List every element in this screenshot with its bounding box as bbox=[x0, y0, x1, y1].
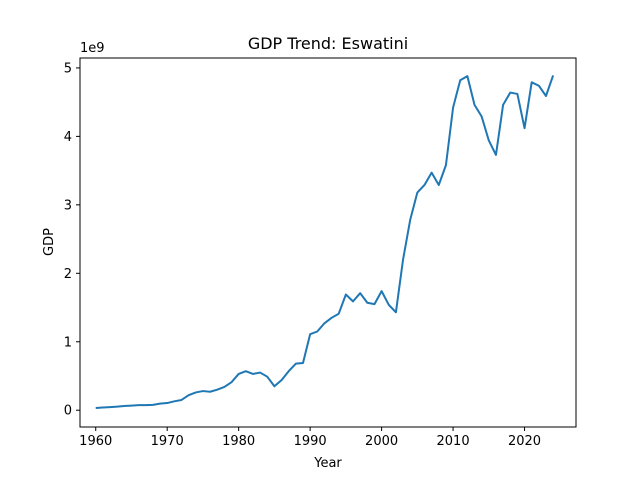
x-tick-label: 1980 bbox=[222, 434, 255, 449]
x-tick-label: 1960 bbox=[79, 434, 112, 449]
x-tick-label: 1990 bbox=[294, 434, 327, 449]
x-axis-label: Year bbox=[313, 456, 342, 471]
series-line-gdp bbox=[95, 75, 555, 409]
y-tick-label: 4 bbox=[64, 130, 72, 145]
y-tick-label: 1 bbox=[64, 335, 72, 350]
x-tick-label: 2000 bbox=[365, 434, 398, 449]
y-tick-label: 5 bbox=[64, 61, 72, 76]
y-axis-multiplier: 1e9 bbox=[80, 41, 105, 56]
x-tick-label: 1970 bbox=[151, 434, 184, 449]
y-axis-label: GDP bbox=[42, 228, 57, 256]
plot-area bbox=[80, 58, 576, 427]
y-tick-label: 2 bbox=[64, 267, 72, 282]
x-tick-label: 2020 bbox=[508, 434, 541, 449]
y-tick-label: 3 bbox=[64, 198, 72, 213]
chart-axes: 1960 1970 1980 1990 2000 2010 2020 0 1 2 3 4 5 bbox=[64, 61, 541, 449]
chart-marks bbox=[95, 75, 555, 409]
y-tick-label: 0 bbox=[64, 404, 72, 419]
x-tick-label: 2010 bbox=[437, 434, 470, 449]
plot-frame bbox=[79, 57, 577, 428]
chart-title: GDP Trend: Eswatini bbox=[248, 34, 408, 53]
